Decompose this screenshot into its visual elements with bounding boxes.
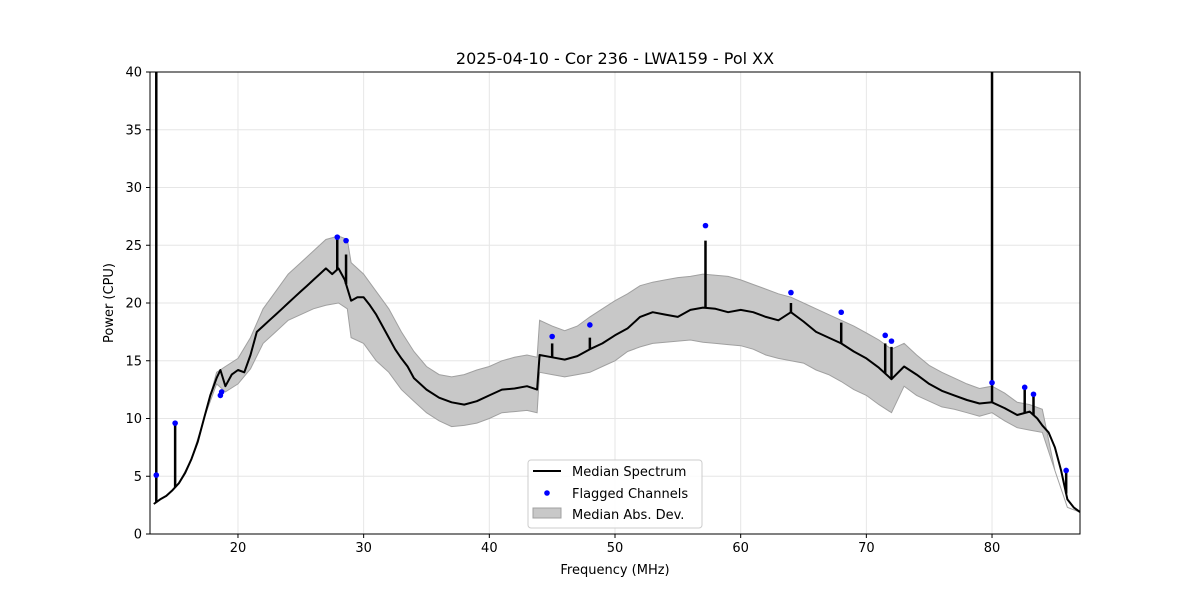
x-axis-title: Frequency (MHz)	[560, 563, 669, 578]
legend-mad-label: Median Abs. Dev.	[572, 508, 684, 523]
flagged-point	[343, 237, 349, 244]
y-tick-label: 0	[134, 528, 142, 543]
spike-lines-group	[155, 72, 1068, 503]
legend-flagged-label: Flagged Channels	[572, 487, 688, 502]
x-axis-ticks: 20 30 40 50 60 70 80	[230, 534, 1001, 556]
x-tick-label: 60	[732, 541, 749, 556]
flagged-point	[882, 332, 889, 339]
flagged-point	[218, 389, 225, 395]
flagged-point	[702, 222, 709, 229]
legend-median-label: Median Spectrum	[572, 465, 686, 480]
y-tick-label: 35	[125, 123, 142, 138]
flagged-point	[153, 472, 160, 478]
x-tick-label: 50	[607, 541, 624, 556]
flagged-point	[587, 322, 593, 328]
median-spectrum-line	[153, 267, 1081, 513]
y-axis-title: Power (CPU)	[102, 263, 117, 343]
y-tick-label: 25	[125, 239, 142, 254]
chart-title: 2025-04-10 - Cor 236 - LWA159 - Pol XX	[456, 49, 774, 68]
x-tick-label: 40	[481, 541, 498, 556]
y-tick-label: 10	[125, 412, 142, 427]
x-tick-label: 30	[355, 541, 372, 556]
legend-flagged-swatch	[544, 490, 550, 496]
flagged-point	[1030, 391, 1037, 398]
x-tick-label: 70	[858, 541, 875, 556]
y-tick-label: 40	[125, 66, 142, 81]
x-tick-label: 80	[984, 541, 1001, 556]
legend-box	[527, 459, 703, 529]
flagged-point	[334, 234, 341, 240]
legend-mad-swatch	[532, 507, 562, 519]
flagged-points-group	[153, 222, 1069, 478]
flagged-point	[172, 420, 178, 426]
y-tick-label: 15	[125, 354, 142, 369]
flagged-point	[1021, 384, 1028, 391]
y-tick-label: 30	[125, 181, 142, 196]
y-axis-ticks: 0 5 10 15 20 25 30 35 40	[125, 66, 150, 543]
x-tick-label: 20	[230, 541, 247, 556]
median-line-group	[153, 267, 1081, 513]
legend: Median Spectrum Flagged Channels Median …	[527, 459, 703, 529]
flagged-point	[788, 289, 794, 296]
flagged-point	[1063, 467, 1069, 474]
flagged-point	[838, 309, 845, 316]
y-tick-label: 20	[125, 297, 142, 312]
flagged-point	[888, 338, 895, 344]
flagged-point	[989, 379, 995, 386]
y-tick-label: 5	[134, 470, 142, 485]
flagged-point	[549, 333, 555, 340]
